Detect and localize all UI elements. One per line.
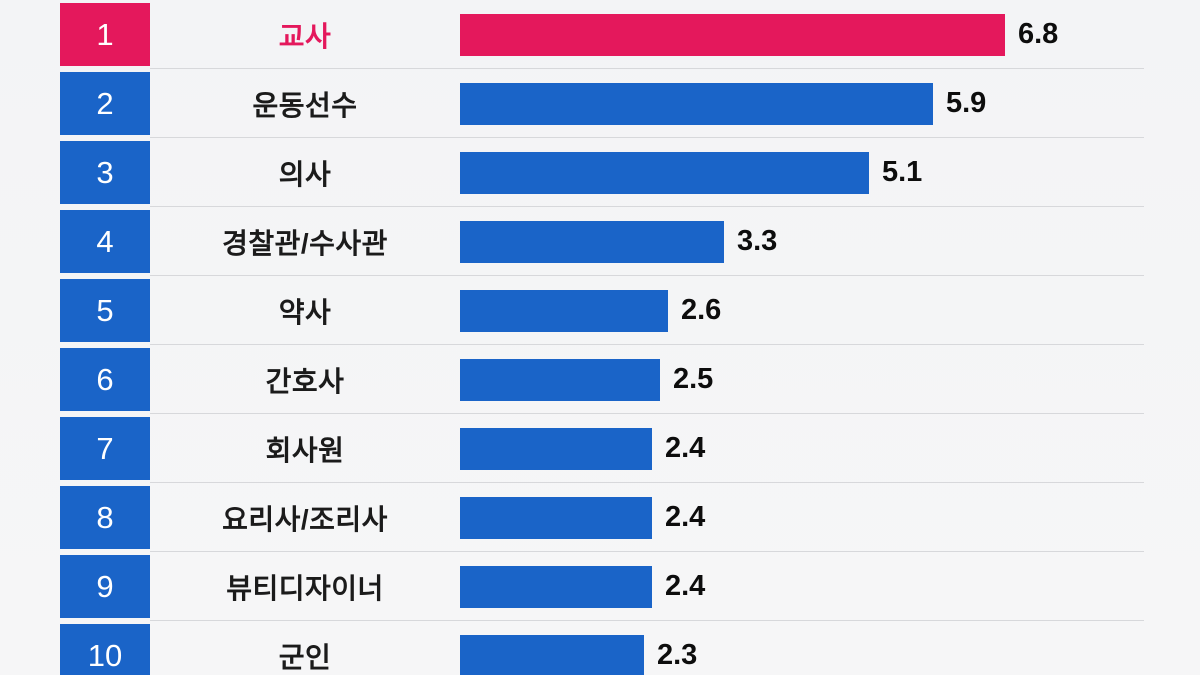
- category-label: 경찰관/수사관: [222, 227, 388, 259]
- value-label: 2.4: [665, 570, 706, 602]
- value-label: 5.1: [882, 156, 923, 188]
- rank-badge: 1: [60, 3, 150, 66]
- category-label: 뷰티디자이너: [226, 572, 384, 604]
- bar-area: 2.6: [460, 276, 721, 345]
- category-label: 운동선수: [252, 89, 358, 121]
- rank-badge: 5: [60, 279, 150, 342]
- category-label: 교사: [278, 20, 332, 52]
- bar-area: 3.3: [460, 207, 777, 276]
- value-label: 5.9: [946, 87, 987, 119]
- bar-area: 2.4: [460, 483, 705, 552]
- bar-area: 6.8: [460, 0, 1058, 69]
- ranking-row: 8 요리사/조리사 2.4: [0, 483, 1200, 552]
- rank-badge: 8: [60, 486, 150, 549]
- value-bar: [460, 289, 668, 332]
- ranking-row: 9 뷰티디자이너 2.4: [0, 552, 1200, 621]
- rank-badge: 2: [60, 72, 150, 135]
- ranking-row: 3 의사 5.1: [0, 138, 1200, 207]
- ranking-row: 2 운동선수 5.9: [0, 69, 1200, 138]
- category-label: 의사: [278, 158, 332, 190]
- bar-area: 5.9: [460, 69, 986, 138]
- category-label: 요리사/조리사: [222, 503, 388, 535]
- value-bar: [460, 151, 869, 194]
- value-bar: [460, 13, 1005, 56]
- rank-badge: 6: [60, 348, 150, 411]
- value-label: 2.5: [673, 363, 714, 395]
- value-label: 2.3: [657, 639, 698, 671]
- category-label: 간호사: [265, 365, 345, 397]
- rank-badge: 9: [60, 555, 150, 618]
- rank-badge: 7: [60, 417, 150, 480]
- rank-badge: 10: [60, 624, 150, 675]
- category-label: 군인: [278, 641, 332, 673]
- category-label: 회사원: [265, 434, 345, 466]
- value-bar: [460, 565, 652, 608]
- bar-area: 2.4: [460, 414, 705, 483]
- bar-area: 5.1: [460, 138, 922, 207]
- rank-badge: 4: [60, 210, 150, 273]
- category-label: 약사: [278, 296, 332, 328]
- value-label: 3.3: [737, 225, 778, 257]
- value-bar: [460, 427, 652, 470]
- ranking-row: 6 간호사 2.5: [0, 345, 1200, 414]
- value-bar: [460, 634, 644, 675]
- ranking-row: 7 회사원 2.4: [0, 414, 1200, 483]
- bar-area: 2.5: [460, 345, 713, 414]
- ranking-row: 10 군인 2.3: [0, 621, 1200, 675]
- rank-badge: 3: [60, 141, 150, 204]
- bar-area: 2.3: [460, 621, 697, 675]
- ranking-row: 5 약사 2.6: [0, 276, 1200, 345]
- value-label: 2.6: [681, 294, 722, 326]
- value-label: 2.4: [665, 432, 706, 464]
- ranking-row: 1 교사 6.8: [0, 0, 1200, 69]
- value-label: 6.8: [1018, 18, 1059, 50]
- value-bar: [460, 220, 724, 263]
- value-bar: [460, 496, 652, 539]
- value-bar: [460, 82, 933, 125]
- value-bar: [460, 358, 660, 401]
- value-label: 2.4: [665, 501, 706, 533]
- ranking-row: 4 경찰관/수사관 3.3: [0, 207, 1200, 276]
- bar-area: 2.4: [460, 552, 705, 621]
